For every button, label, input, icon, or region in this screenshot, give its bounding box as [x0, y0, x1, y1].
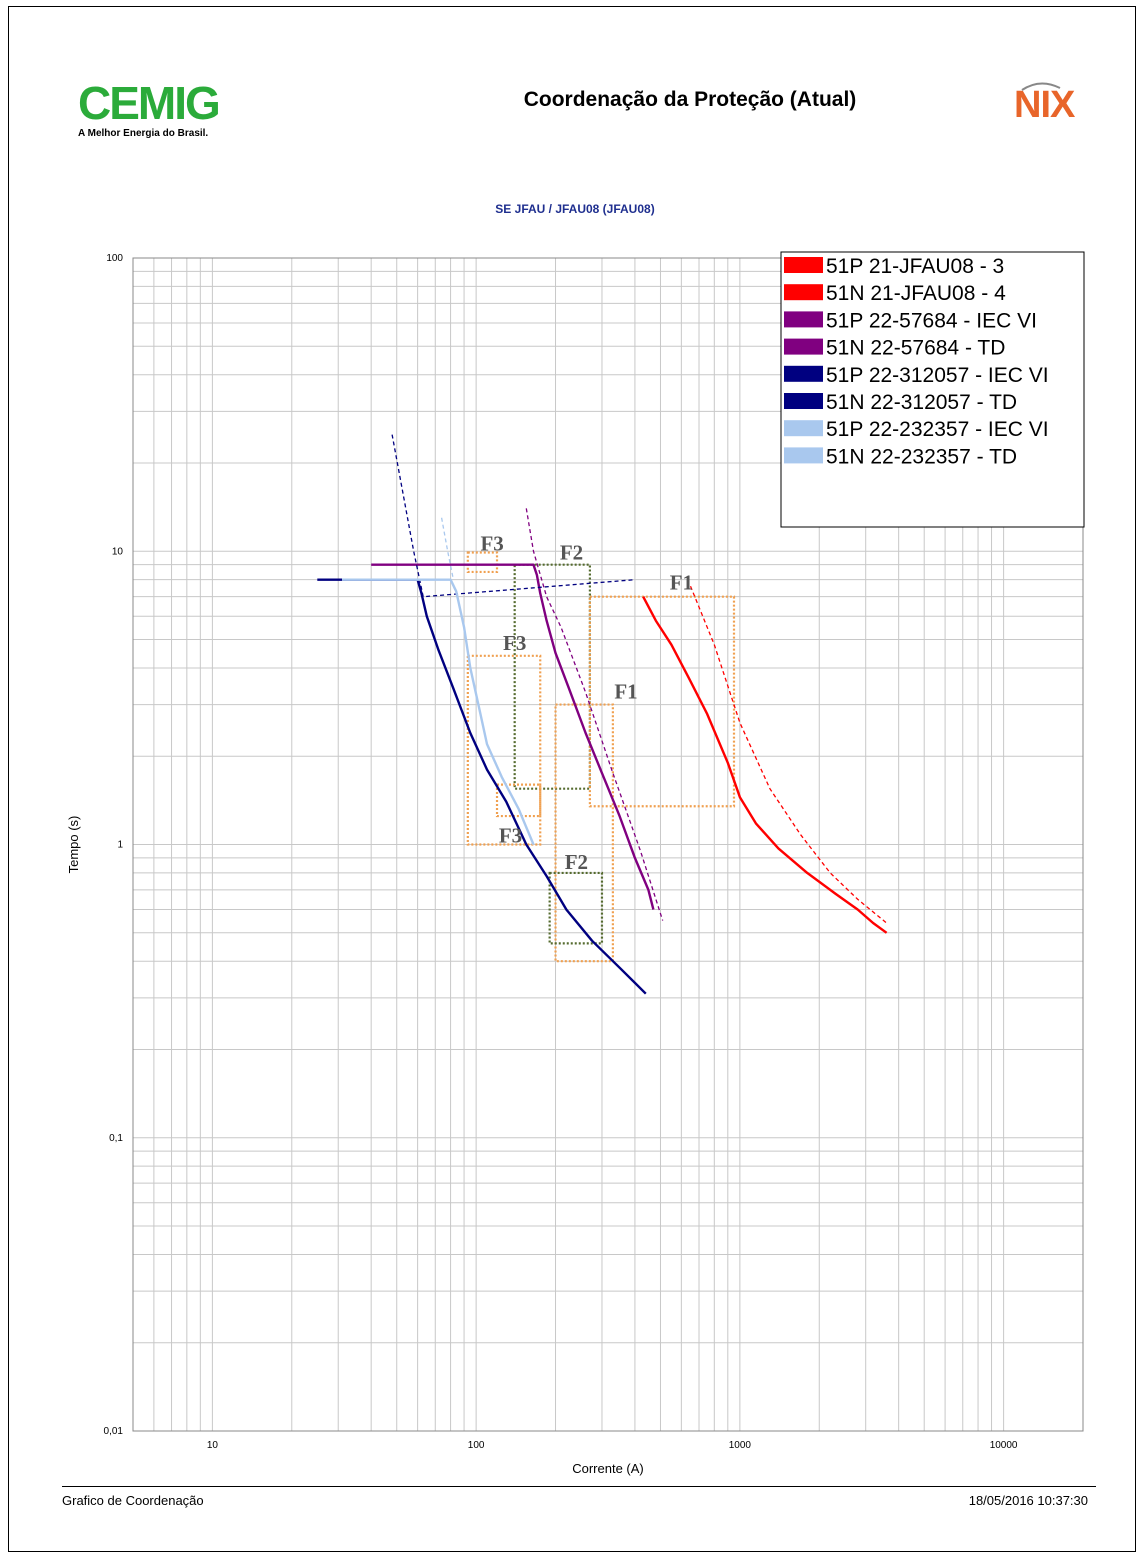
coordination-box: [495, 783, 542, 818]
cemig-logo-text: CEMIG: [78, 77, 221, 129]
x-tick-label: 100: [468, 1440, 485, 1451]
legend-swatch: [784, 338, 823, 355]
y-tick-label: 0,01: [104, 1426, 124, 1437]
plot-border: [132, 257, 1084, 1432]
report-title: Coordenação da Proteção (Atual): [523, 88, 857, 111]
cemig-logo-subtitle: A Melhor Energia do Brasil.: [78, 128, 209, 139]
x-tick-label: 10: [207, 1440, 219, 1451]
legend-label: 51N 21-JFAU08 - 4: [826, 282, 1006, 305]
box-label: F2: [560, 540, 583, 564]
legend-label: 51N 22-57684 - TD: [826, 337, 1005, 360]
legend-label: 51P 22-57684 - IEC VI: [826, 309, 1037, 332]
legend-swatch: [784, 420, 823, 437]
chart-title: SE JFAU / JFAU08 (JFAU08): [495, 202, 655, 216]
series-line: [342, 578, 535, 845]
coordination-box: [466, 654, 542, 846]
legend-label: 51P 22-312057 - IEC VI: [826, 364, 1049, 387]
legend-label: 51P 21-JFAU08 - 3: [826, 255, 1004, 278]
footer-divider: [62, 1486, 1096, 1487]
x-tick-label: 1000: [729, 1440, 752, 1451]
series-line: [689, 585, 888, 924]
box-label: F3: [499, 824, 522, 848]
box-label: F1: [614, 680, 637, 704]
series-line: [317, 578, 647, 995]
legend-swatch: [784, 311, 823, 328]
box-label: F3: [503, 631, 526, 655]
coordination-box: [554, 703, 614, 963]
y-axis-label: Tempo (s): [66, 816, 81, 874]
nix-logo-text: NIX: [1014, 84, 1075, 126]
footer-caption: Grafico de Coordenação: [62, 1493, 204, 1508]
coordination-box: [513, 563, 591, 790]
series-line: [371, 563, 655, 910]
y-tick-label: 100: [106, 253, 123, 264]
y-tick-label: 0,1: [109, 1133, 123, 1144]
series-line: [525, 508, 664, 921]
x-tick-label: 10000: [990, 1440, 1018, 1451]
page-frame: [8, 6, 1136, 1552]
nix-logo: NIX: [1014, 82, 1086, 134]
footer-timestamp: 18/05/2016 10:37:30: [968, 1493, 1088, 1508]
cemig-logo: CEMIG A Melhor Energia do Brasil.: [78, 80, 248, 144]
legend-label: 51N 22-232357 - TD: [826, 445, 1017, 468]
legend-swatch: [784, 365, 823, 382]
legend-swatch: [784, 447, 823, 464]
box-label: F3: [480, 532, 503, 556]
coordination-box: [588, 595, 736, 808]
legend-label: 51P 22-232357 - IEC VI: [826, 418, 1049, 441]
legend-swatch: [784, 284, 823, 301]
legend-swatch: [784, 393, 823, 409]
nix-logo-swoosh-icon: [1021, 82, 1061, 91]
x-axis-label: Corrente (A): [572, 1461, 644, 1476]
box-label: F1: [670, 570, 693, 594]
legend-swatch: [784, 257, 823, 273]
series-line: [642, 596, 888, 934]
coordination-box: [548, 871, 604, 945]
y-tick-label: 10: [112, 546, 124, 557]
y-tick-label: 1: [117, 840, 123, 851]
legend-label: 51N 22-312057 - TD: [826, 391, 1017, 414]
legend-box: [780, 251, 1085, 528]
box-label: F2: [565, 850, 588, 874]
